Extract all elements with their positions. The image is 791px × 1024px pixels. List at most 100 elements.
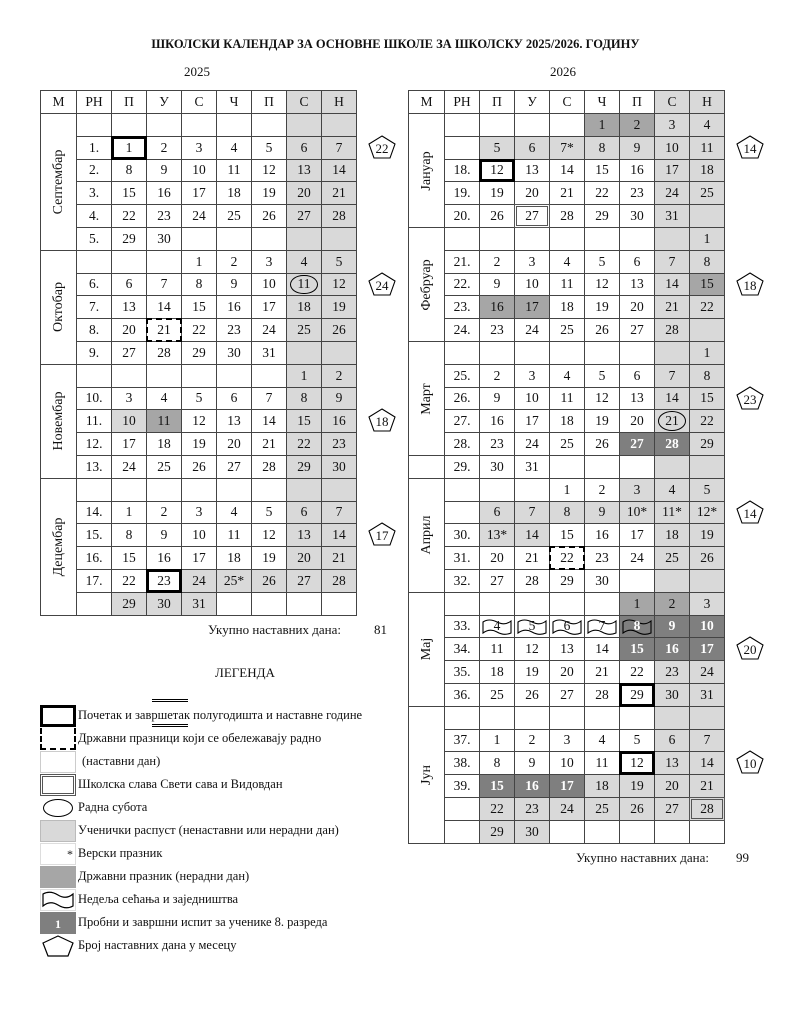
day-number: 24 bbox=[192, 572, 206, 588]
empty-day-cell bbox=[287, 342, 322, 365]
day-number: 28 bbox=[700, 800, 714, 816]
day-number: 27 bbox=[630, 436, 644, 452]
day-cell: 20 bbox=[550, 661, 585, 684]
day-number: 10 bbox=[560, 755, 574, 771]
day-number: 26 bbox=[262, 572, 276, 588]
day-cell: 1 bbox=[620, 592, 655, 616]
flag-icon bbox=[587, 619, 617, 635]
day-number: 28 bbox=[332, 572, 346, 588]
day-cell: 8 bbox=[550, 501, 585, 525]
flag-icon bbox=[40, 889, 76, 911]
day-number: 10 bbox=[122, 413, 136, 429]
day-number: 14 bbox=[332, 527, 346, 543]
day-cell: 28 bbox=[655, 433, 690, 456]
day-cell: 15 bbox=[112, 547, 147, 570]
day-cell: 26 bbox=[252, 205, 287, 228]
day-cell: 18 bbox=[287, 296, 322, 320]
total-value-2025: 81 bbox=[374, 622, 387, 637]
day-number: 28 bbox=[332, 208, 346, 224]
day-cell: 4 bbox=[550, 250, 585, 274]
empty-day-cell bbox=[690, 820, 725, 844]
empty-day-cell bbox=[217, 228, 252, 251]
day-cell: 26 bbox=[620, 798, 655, 821]
day-cell: 19 bbox=[182, 433, 217, 456]
day-cell: 20 bbox=[620, 410, 655, 434]
day-number: 28 bbox=[157, 344, 171, 360]
day-number: 7* bbox=[560, 139, 574, 155]
day-cell: 9 bbox=[217, 273, 252, 297]
day-cell: 15 bbox=[480, 775, 515, 798]
day-number: 2 bbox=[493, 253, 501, 269]
month-label-cell: Фебруар bbox=[409, 228, 445, 342]
pentagon-icon bbox=[368, 271, 396, 296]
day-cell: 13 bbox=[217, 410, 252, 434]
legend-label: Почетак и завршетак полугодишта и настав… bbox=[78, 708, 363, 722]
day-number: 20 bbox=[560, 664, 574, 680]
empty-day-cell bbox=[585, 342, 620, 365]
legend-item-slava: Школска слава Свети сава и Видовдан bbox=[40, 774, 380, 796]
day-number: 2 bbox=[668, 595, 676, 611]
empty-day-cell bbox=[690, 456, 725, 479]
day-cell: 10* bbox=[620, 501, 655, 525]
empty-day-cell bbox=[655, 228, 690, 251]
day-number: 9 bbox=[160, 162, 168, 178]
day-cell: 19 bbox=[585, 296, 620, 320]
day-number: 3 bbox=[528, 253, 536, 269]
legend-item-remembrance: Недеља сећања и заједништва bbox=[40, 889, 380, 911]
empty-day-cell bbox=[112, 478, 147, 502]
day-number: 11 bbox=[157, 413, 171, 429]
week-number: 18. bbox=[445, 159, 480, 183]
day-cell: 17 bbox=[690, 638, 725, 662]
day-cell: 22 bbox=[287, 433, 322, 456]
teaching-days-value: 24 bbox=[375, 277, 389, 293]
day-cell: 7 bbox=[655, 364, 690, 388]
day-cell: 24 bbox=[252, 319, 287, 342]
day-number: 13 bbox=[297, 527, 311, 543]
empty-day-cell bbox=[252, 592, 287, 616]
day-cell: 28 bbox=[550, 205, 585, 228]
day-number: 17 bbox=[525, 413, 539, 429]
column-header: РН bbox=[77, 91, 112, 114]
day-number: 7 bbox=[265, 390, 273, 406]
day-cell: 30 bbox=[655, 684, 690, 707]
day-number: 21 bbox=[332, 185, 346, 201]
empty-day-cell bbox=[550, 592, 585, 616]
week-number bbox=[445, 820, 480, 844]
empty-day-cell bbox=[620, 570, 655, 593]
pentagon-icon bbox=[40, 935, 76, 957]
day-number: 13* bbox=[486, 527, 508, 543]
week-number: 32. bbox=[445, 570, 480, 593]
day-number: 18 bbox=[227, 550, 241, 566]
teaching-days-value: 18 bbox=[375, 414, 389, 430]
day-cell: 28 bbox=[689, 797, 725, 821]
week-number: 2. bbox=[77, 159, 112, 183]
day-cell: 5 bbox=[585, 364, 620, 388]
column-header: Ч bbox=[585, 91, 620, 114]
day-cell: 16 bbox=[620, 159, 655, 183]
day-cell: 31 bbox=[182, 592, 217, 616]
day-cell: 12 bbox=[252, 524, 287, 548]
legend-item-dashed: Државни празници који се обележавају рад… bbox=[40, 728, 380, 750]
day-cell: 19 bbox=[252, 547, 287, 570]
day-cell: 1 bbox=[690, 342, 725, 365]
empty-day-cell bbox=[287, 114, 322, 137]
week-number: 29. bbox=[445, 456, 480, 479]
day-cell: 22 bbox=[182, 319, 217, 342]
day-cell: 5 bbox=[515, 615, 550, 639]
day-cell: 7 bbox=[690, 729, 725, 753]
column-header: У bbox=[147, 91, 182, 114]
day-number: 4 bbox=[703, 116, 711, 132]
day-number: 19 bbox=[262, 185, 276, 201]
week-number bbox=[77, 592, 112, 616]
day-number: 25 bbox=[227, 208, 241, 224]
empty-day-cell bbox=[217, 364, 252, 388]
day-cell: 19 bbox=[480, 182, 515, 206]
column-header: Н bbox=[690, 91, 725, 114]
day-cell: 14 bbox=[322, 524, 357, 548]
day-number: 1 bbox=[598, 116, 606, 132]
week-number bbox=[445, 342, 480, 365]
day-cell: 12 bbox=[322, 273, 357, 297]
day-cell: 6 bbox=[287, 501, 322, 525]
day-number: 1 bbox=[703, 230, 711, 246]
day-number: 23 bbox=[525, 800, 539, 816]
